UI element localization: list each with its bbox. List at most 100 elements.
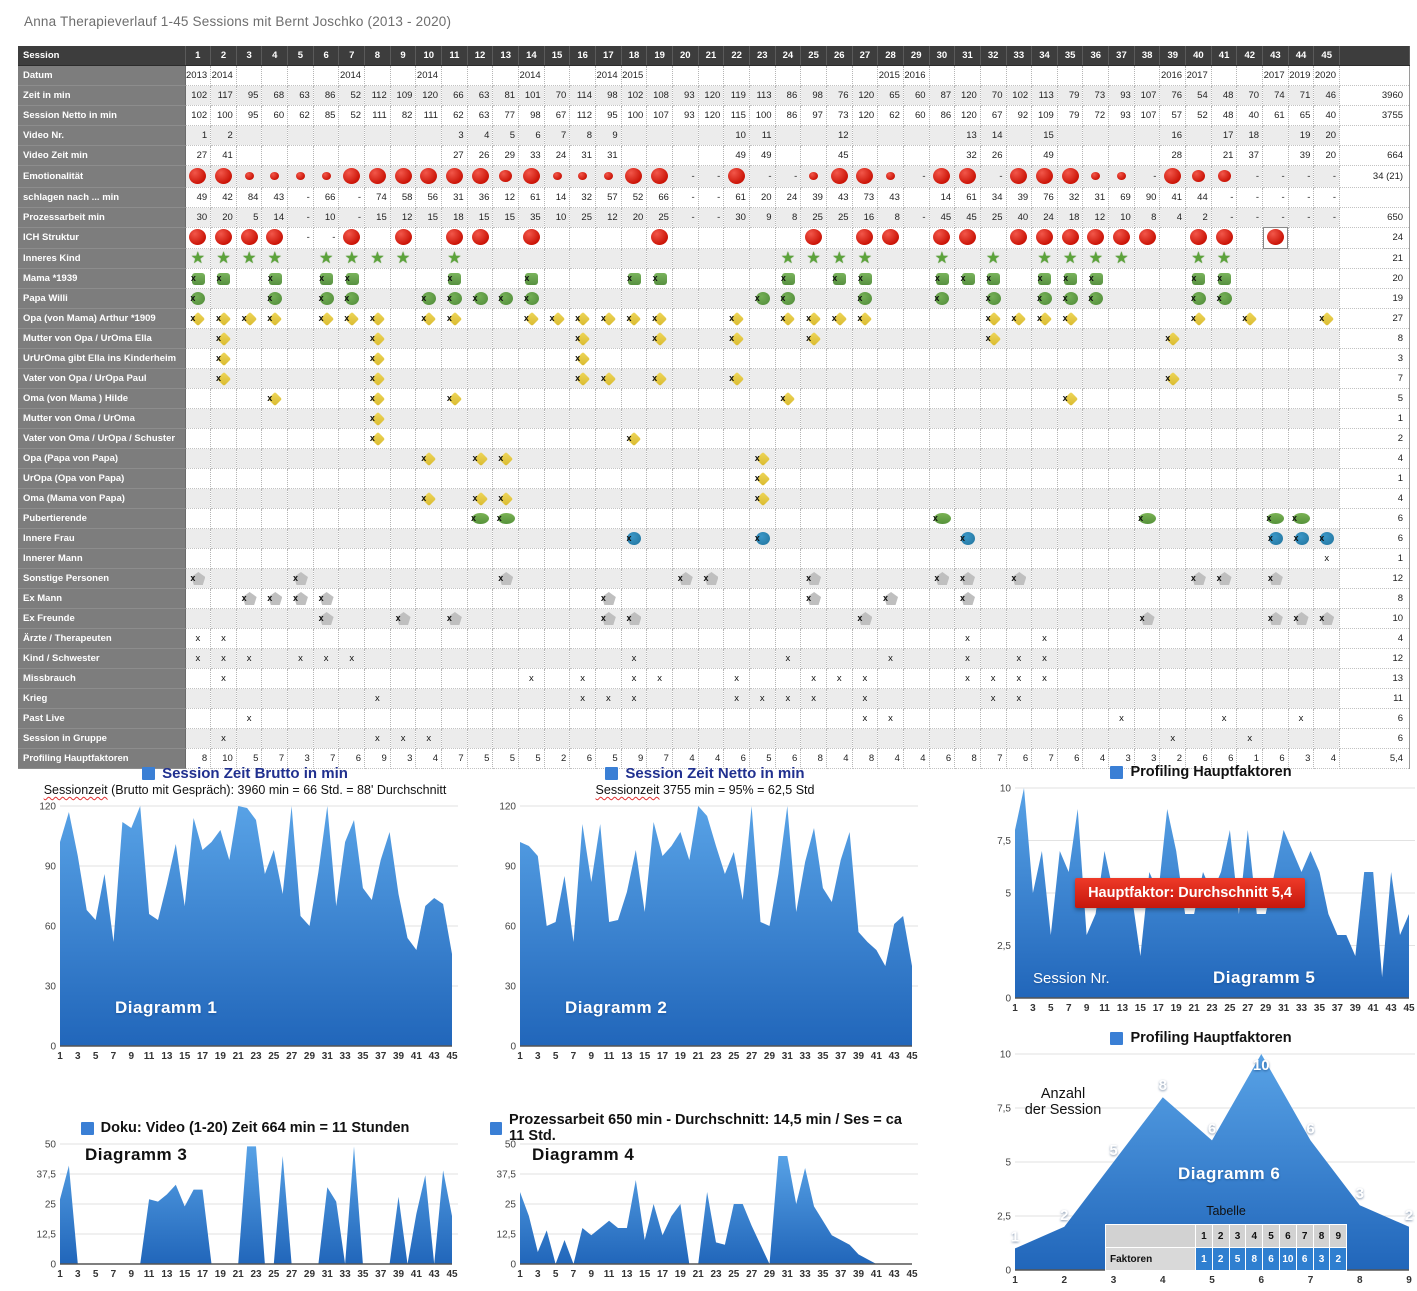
table-cell[interactable] [826, 348, 853, 369]
table-cell[interactable]: 24 [1031, 207, 1058, 228]
table-cell[interactable] [1006, 288, 1033, 309]
table-cell[interactable] [929, 368, 956, 389]
table-cell[interactable] [646, 388, 673, 409]
table-cell[interactable] [518, 227, 545, 249]
table-cell[interactable] [646, 145, 673, 166]
table-cell[interactable] [390, 428, 417, 449]
table-cell[interactable]: x [210, 628, 237, 649]
table-cell[interactable] [518, 528, 545, 549]
table-cell[interactable]: x [749, 528, 776, 549]
table-cell[interactable] [415, 227, 443, 249]
table-cell[interactable] [492, 65, 520, 86]
table-cell[interactable]: x [595, 608, 622, 629]
table-cell[interactable] [775, 548, 802, 569]
row-label[interactable]: Datum [18, 65, 186, 86]
table-cell[interactable] [1134, 468, 1161, 489]
table-cell[interactable] [929, 488, 956, 509]
table-cell[interactable] [698, 608, 725, 629]
table-cell[interactable] [236, 428, 263, 449]
table-cell[interactable] [287, 308, 314, 329]
table-cell[interactable] [800, 125, 827, 146]
table-cell[interactable] [595, 728, 622, 749]
table-cell[interactable]: 15 [492, 207, 520, 228]
table-cell[interactable] [672, 125, 699, 146]
table-cell[interactable]: x [852, 308, 879, 329]
table-cell[interactable] [1031, 227, 1058, 249]
table-cell[interactable] [544, 628, 571, 649]
table-cell[interactable] [467, 588, 494, 609]
table-cell[interactable] [698, 528, 725, 549]
table-cell[interactable] [261, 368, 289, 389]
table-cell[interactable] [1236, 488, 1264, 509]
table-cell[interactable] [1057, 568, 1084, 589]
table-cell[interactable]: ★ [1057, 248, 1084, 269]
table-cell[interactable] [313, 488, 340, 509]
table-cell[interactable] [775, 508, 802, 529]
table-cell[interactable] [313, 688, 340, 709]
table-cell[interactable] [1031, 408, 1058, 429]
table-cell[interactable] [1006, 468, 1033, 489]
table-cell[interactable] [1108, 388, 1135, 409]
table-cell[interactable] [261, 488, 289, 509]
table-cell[interactable] [1185, 368, 1212, 389]
table-cell[interactable] [185, 165, 212, 188]
table-cell[interactable] [261, 328, 289, 349]
table-cell[interactable] [1236, 408, 1264, 429]
table-cell[interactable]: 19 [1288, 125, 1315, 146]
table-cell[interactable] [544, 348, 571, 369]
table-cell[interactable]: x [1159, 728, 1187, 749]
table-cell[interactable] [1057, 368, 1084, 389]
table-cell[interactable]: 67 [980, 105, 1007, 126]
table-cell[interactable]: 2017 [1262, 65, 1289, 86]
table-cell[interactable] [723, 268, 750, 289]
table-cell[interactable] [646, 648, 673, 669]
table-cell[interactable] [877, 328, 904, 349]
table-cell[interactable]: x [313, 588, 340, 609]
table-cell[interactable] [1082, 165, 1110, 188]
table-cell[interactable] [1313, 728, 1341, 749]
table-cell[interactable] [826, 448, 853, 469]
table-cell[interactable]: x [1057, 288, 1084, 309]
table-cell[interactable]: x [1006, 648, 1033, 669]
session-column-header[interactable]: 22 [723, 46, 750, 66]
table-cell[interactable] [1236, 588, 1264, 609]
table-cell[interactable] [903, 145, 930, 166]
table-cell[interactable] [261, 568, 289, 589]
table-cell[interactable]: 6 [929, 748, 956, 769]
row-label[interactable]: ICH Struktur [18, 227, 186, 249]
table-cell[interactable] [467, 568, 494, 589]
table-cell[interactable] [980, 628, 1007, 649]
table-cell[interactable] [185, 548, 212, 569]
table-cell[interactable]: 66 [646, 187, 673, 208]
table-cell[interactable] [672, 388, 699, 409]
table-cell[interactable] [723, 227, 750, 249]
table-cell[interactable] [954, 388, 981, 409]
table-cell[interactable] [1134, 568, 1161, 589]
table-cell[interactable] [1057, 688, 1084, 709]
table-cell[interactable]: x [569, 668, 596, 689]
table-cell[interactable]: 8 [800, 748, 827, 769]
table-cell[interactable] [954, 548, 981, 569]
table-cell[interactable] [236, 488, 263, 509]
table-cell[interactable] [261, 468, 289, 489]
table-cell[interactable]: x [1236, 308, 1264, 329]
table-cell[interactable] [1057, 328, 1084, 349]
table-cell[interactable]: 10 [1108, 207, 1135, 228]
session-column-header[interactable]: 17 [595, 46, 622, 66]
table-cell[interactable] [441, 468, 468, 489]
table-cell[interactable] [1082, 448, 1110, 469]
table-cell[interactable] [441, 728, 468, 749]
table-cell[interactable] [569, 288, 596, 309]
table-cell[interactable]: x [749, 488, 776, 509]
table-cell[interactable] [723, 65, 750, 86]
table-cell[interactable] [1185, 488, 1212, 509]
table-cell[interactable] [1262, 125, 1289, 146]
table-cell[interactable] [441, 708, 468, 729]
table-cell[interactable] [1057, 508, 1084, 529]
table-cell[interactable] [338, 165, 366, 188]
table-cell[interactable] [1006, 448, 1033, 469]
table-cell[interactable] [1134, 428, 1161, 449]
table-cell[interactable]: ★ [980, 248, 1007, 269]
table-cell[interactable] [646, 628, 673, 649]
table-cell[interactable] [698, 468, 725, 489]
